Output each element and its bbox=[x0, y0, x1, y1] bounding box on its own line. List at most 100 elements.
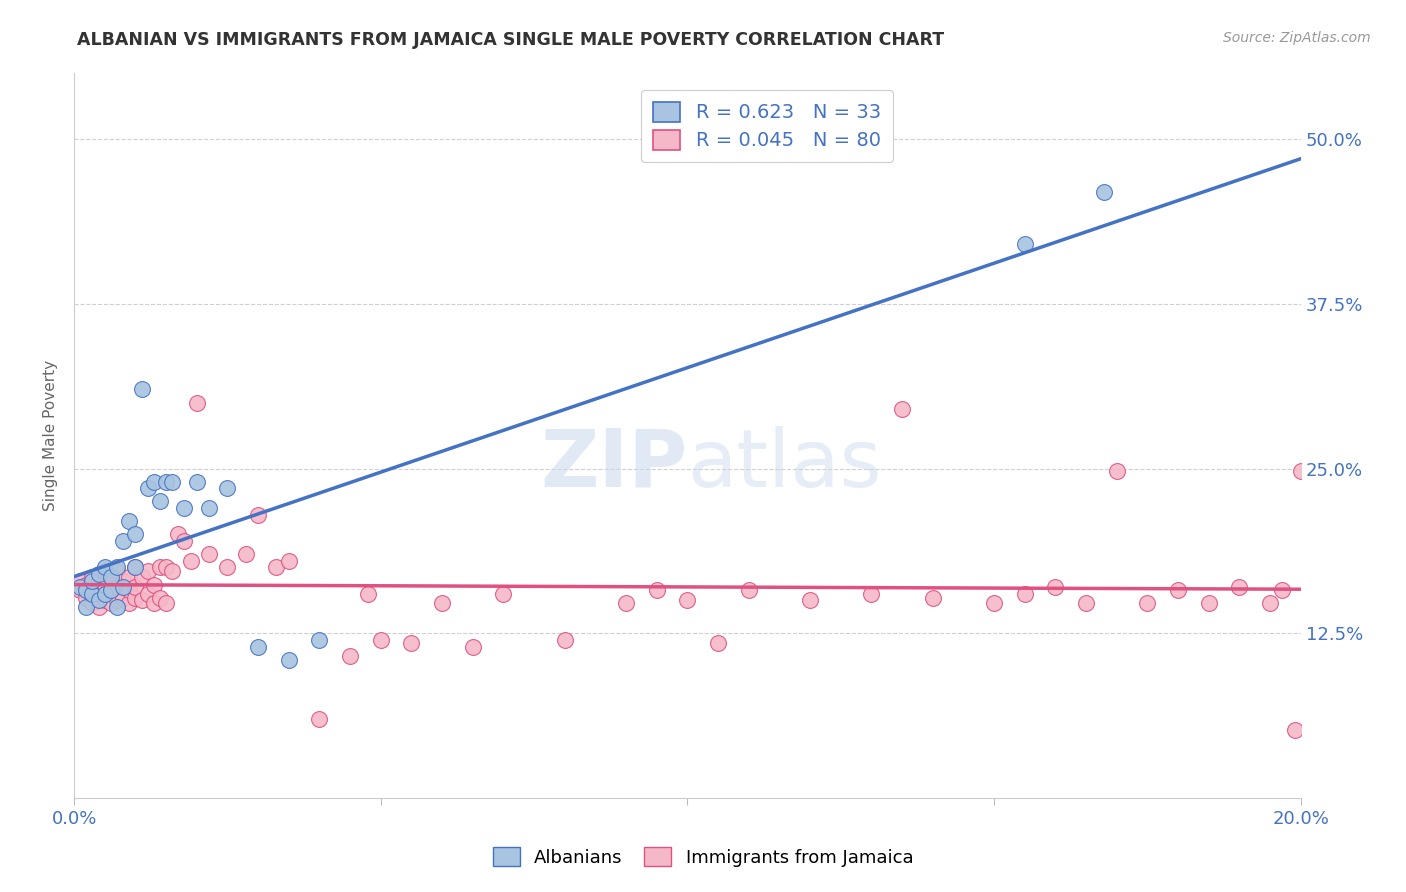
Point bbox=[94, 582, 117, 597]
Point bbox=[492, 587, 515, 601]
Point bbox=[1258, 596, 1281, 610]
Point bbox=[1092, 185, 1115, 199]
Point bbox=[131, 383, 153, 397]
Point bbox=[707, 635, 730, 649]
Point bbox=[983, 596, 1005, 610]
Point bbox=[891, 402, 914, 417]
Point bbox=[136, 481, 159, 495]
Point bbox=[131, 593, 153, 607]
Point bbox=[118, 596, 141, 610]
Point bbox=[1227, 580, 1250, 594]
Point bbox=[173, 501, 195, 516]
Point bbox=[277, 653, 299, 667]
Y-axis label: Single Male Poverty: Single Male Poverty bbox=[44, 360, 58, 511]
Point bbox=[75, 591, 97, 605]
Point bbox=[1136, 596, 1159, 610]
Point bbox=[357, 587, 380, 601]
Point bbox=[1198, 596, 1220, 610]
Point bbox=[112, 580, 135, 594]
Point bbox=[94, 587, 117, 601]
Point bbox=[112, 591, 135, 605]
Point bbox=[82, 587, 104, 601]
Point bbox=[149, 494, 172, 508]
Point bbox=[1014, 237, 1036, 252]
Point bbox=[198, 501, 221, 516]
Text: ZIP: ZIP bbox=[540, 425, 688, 504]
Legend: R = 0.623   N = 33, R = 0.045   N = 80: R = 0.623 N = 33, R = 0.045 N = 80 bbox=[641, 90, 893, 162]
Point bbox=[87, 566, 110, 581]
Point bbox=[69, 574, 91, 588]
Point bbox=[124, 527, 146, 541]
Point bbox=[82, 569, 104, 583]
Point bbox=[100, 582, 122, 597]
Text: atlas: atlas bbox=[688, 425, 882, 504]
Point bbox=[1014, 587, 1036, 601]
Point bbox=[1167, 582, 1189, 597]
Point bbox=[645, 582, 668, 597]
Point bbox=[277, 554, 299, 568]
Point bbox=[167, 527, 190, 541]
Text: Source: ZipAtlas.com: Source: ZipAtlas.com bbox=[1223, 31, 1371, 45]
Point bbox=[1074, 596, 1097, 610]
Point bbox=[247, 640, 270, 654]
Point bbox=[100, 569, 122, 583]
Point bbox=[75, 577, 97, 591]
Point bbox=[149, 560, 172, 574]
Point bbox=[160, 565, 183, 579]
Point bbox=[136, 565, 159, 579]
Point bbox=[217, 481, 239, 495]
Point bbox=[131, 569, 153, 583]
Text: ALBANIAN VS IMMIGRANTS FROM JAMAICA SINGLE MALE POVERTY CORRELATION CHART: ALBANIAN VS IMMIGRANTS FROM JAMAICA SING… bbox=[77, 31, 945, 49]
Point bbox=[308, 712, 330, 726]
Point bbox=[266, 560, 288, 574]
Point bbox=[308, 632, 330, 647]
Point bbox=[82, 587, 104, 601]
Point bbox=[155, 560, 177, 574]
Point bbox=[105, 560, 128, 574]
Point bbox=[860, 587, 883, 601]
Point bbox=[217, 560, 239, 574]
Point bbox=[82, 574, 104, 588]
Point bbox=[1289, 464, 1312, 478]
Point bbox=[124, 591, 146, 605]
Point bbox=[82, 596, 104, 610]
Point bbox=[94, 577, 117, 591]
Point bbox=[69, 580, 91, 594]
Point bbox=[87, 593, 110, 607]
Point bbox=[554, 632, 576, 647]
Point bbox=[87, 599, 110, 614]
Point bbox=[738, 582, 761, 597]
Point bbox=[142, 577, 165, 591]
Point bbox=[186, 395, 208, 409]
Point bbox=[124, 560, 146, 574]
Point bbox=[1045, 580, 1067, 594]
Point bbox=[105, 580, 128, 594]
Point bbox=[75, 582, 97, 597]
Point bbox=[100, 582, 122, 597]
Point bbox=[160, 475, 183, 489]
Point bbox=[1284, 723, 1306, 737]
Point bbox=[180, 554, 202, 568]
Point bbox=[430, 596, 453, 610]
Point bbox=[1271, 582, 1294, 597]
Point bbox=[198, 547, 221, 561]
Point bbox=[105, 565, 128, 579]
Point bbox=[155, 596, 177, 610]
Point bbox=[921, 591, 943, 605]
Point bbox=[87, 574, 110, 588]
Point bbox=[87, 587, 110, 601]
Point bbox=[118, 582, 141, 597]
Point bbox=[105, 593, 128, 607]
Point bbox=[247, 508, 270, 522]
Legend: Albanians, Immigrants from Jamaica: Albanians, Immigrants from Jamaica bbox=[485, 840, 921, 874]
Point bbox=[118, 569, 141, 583]
Point bbox=[235, 547, 257, 561]
Point bbox=[149, 591, 172, 605]
Point bbox=[370, 632, 392, 647]
Point bbox=[94, 565, 117, 579]
Point bbox=[676, 593, 699, 607]
Point bbox=[461, 640, 484, 654]
Point bbox=[401, 635, 423, 649]
Point bbox=[142, 475, 165, 489]
Point bbox=[799, 593, 821, 607]
